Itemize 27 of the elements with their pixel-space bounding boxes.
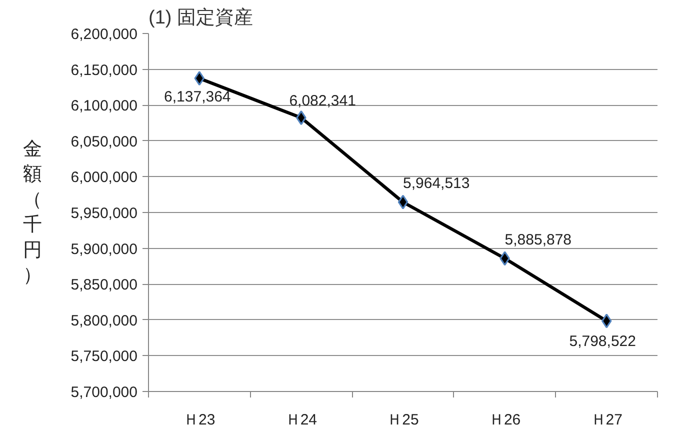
y-tick-label: 6,200,000 bbox=[70, 26, 138, 43]
data-label: 6,137,364 bbox=[164, 88, 231, 106]
y-tick-label: 6,150,000 bbox=[70, 62, 138, 79]
y-axis-title: 金額（千円） bbox=[22, 139, 42, 286]
chart-title: (1) 固定資産 bbox=[148, 6, 253, 28]
data-label: 5,964,513 bbox=[403, 175, 470, 192]
y-tick-label: 5,750,000 bbox=[70, 348, 138, 366]
point bbox=[601, 314, 612, 328]
y-tick-label: 5,850,000 bbox=[70, 276, 138, 294]
y-tick-label: 6,000,000 bbox=[70, 169, 138, 186]
x-tick-label: Ｈ26 bbox=[488, 412, 521, 428]
data-label: 5,885,878 bbox=[504, 231, 572, 248]
data-label: 6,082,341 bbox=[289, 92, 356, 110]
y-tick-label: 6,050,000 bbox=[70, 133, 138, 150]
y-tick-label: 6,100,000 bbox=[70, 98, 138, 115]
data-label: 5,798,522 bbox=[569, 332, 636, 350]
y-tick-label: 5,950,000 bbox=[70, 205, 138, 222]
y-tick-label: 5,700,000 bbox=[70, 384, 138, 401]
point bbox=[194, 71, 205, 86]
x-tick-label: Ｈ24 bbox=[285, 412, 318, 428]
x-tick-label: Ｈ27 bbox=[590, 412, 622, 428]
x-tick-label: Ｈ25 bbox=[387, 412, 419, 428]
x-tick-label: Ｈ23 bbox=[184, 412, 216, 428]
y-tick-label: 5,900,000 bbox=[70, 240, 138, 258]
y-tick-label: 5,800,000 bbox=[70, 312, 138, 330]
point bbox=[398, 194, 408, 210]
point bbox=[500, 251, 510, 266]
